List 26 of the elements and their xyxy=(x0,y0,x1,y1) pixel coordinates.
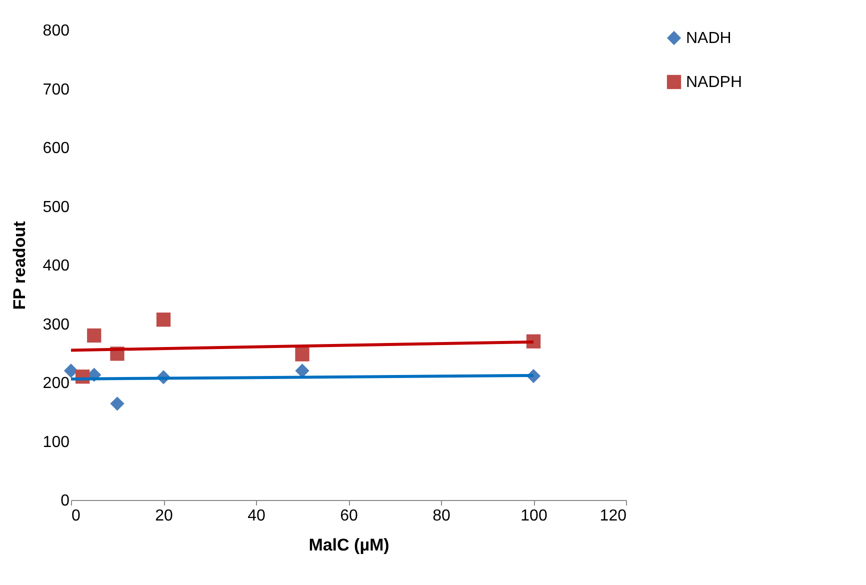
x-tick-label: 0 xyxy=(72,508,80,524)
point xyxy=(295,364,310,378)
x-axis-title: MalC (µM) xyxy=(308,536,390,554)
y-tick-label: 0 xyxy=(60,492,70,510)
y-tick-label: 300 xyxy=(42,316,70,334)
y-tick-label: 500 xyxy=(42,198,70,216)
x-tick-label: 80 xyxy=(432,508,450,524)
y-tick-label: 600 xyxy=(42,140,70,157)
x-tick-label: 20 xyxy=(155,508,173,524)
y-axis-title: FP readout xyxy=(10,220,29,310)
y-tick-label: 200 xyxy=(42,375,70,392)
legend-label: NADPH xyxy=(686,74,742,91)
x-tick-label: 60 xyxy=(340,508,358,524)
x-tick-label: 100 xyxy=(520,508,548,524)
point xyxy=(110,396,124,411)
y-tick-label: 100 xyxy=(42,434,70,451)
y-tick-label: 400 xyxy=(42,258,70,274)
y-tick-label: 700 xyxy=(42,81,70,98)
y-tick-label: 800 xyxy=(42,22,70,40)
point xyxy=(156,312,171,327)
legend-label: NADH xyxy=(686,30,732,47)
x-tick-label: 40 xyxy=(248,508,266,524)
x-tick-label: 120 xyxy=(600,508,627,524)
point xyxy=(64,364,78,378)
point xyxy=(295,347,310,362)
point xyxy=(87,328,102,343)
